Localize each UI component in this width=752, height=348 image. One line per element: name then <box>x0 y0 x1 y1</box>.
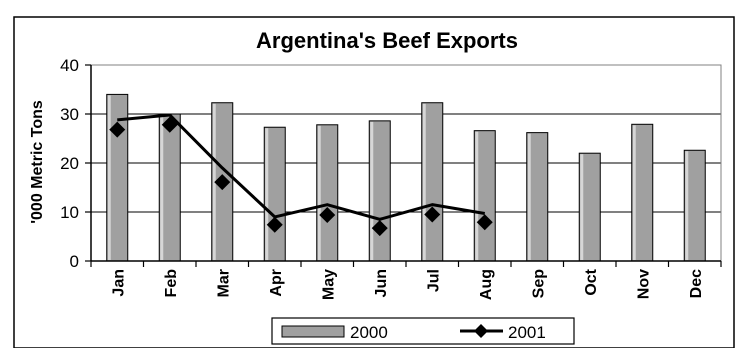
legend-label-2001: 2001 <box>508 323 546 342</box>
bar-highlight <box>475 131 479 260</box>
y-axis-label: '000 Metric Tons <box>29 100 46 224</box>
bar-highlight <box>685 151 689 260</box>
bar-highlight <box>527 133 531 260</box>
bar-highlight <box>370 121 374 260</box>
bar-highlight <box>317 125 321 260</box>
series-line-2001 <box>117 113 485 221</box>
x-tick-label-mar: Mar <box>215 269 232 297</box>
x-tick-label-jul: Jul <box>425 269 442 292</box>
y-tick-label: 30 <box>60 105 79 124</box>
marker-2001-mar <box>214 174 231 191</box>
marker-2001-apr <box>266 216 283 233</box>
x-tick-label-dec: Dec <box>688 269 705 298</box>
marker-2001-aug <box>476 214 493 231</box>
x-tick-label-feb: Feb <box>163 269 180 298</box>
bar-highlight <box>265 128 269 260</box>
y-tick-label: 10 <box>60 203 79 222</box>
x-tick-label-may: May <box>320 269 337 300</box>
bar-highlight <box>212 103 216 260</box>
x-tick-label-oct: Oct <box>583 268 600 295</box>
x-tick-label-sep: Sep <box>530 269 547 299</box>
marker-2001-jan <box>109 121 126 138</box>
bar-highlight <box>580 154 584 260</box>
bar-highlight <box>632 125 636 260</box>
bar-highlight <box>422 103 426 260</box>
x-tick-label-aug: Aug <box>478 269 495 300</box>
legend-marker-2001 <box>474 324 488 338</box>
y-tick-label: 0 <box>70 252 79 271</box>
x-tick-label-apr: Apr <box>268 269 285 297</box>
marker-2001-feb <box>161 116 178 133</box>
marker-2001-jun <box>371 220 388 237</box>
legend-swatch-2000 <box>281 325 345 338</box>
bar-highlight <box>160 115 164 260</box>
line-series-2001 <box>109 113 493 237</box>
x-tick-label-jan: Jan <box>110 269 127 297</box>
marker-2001-jul <box>424 206 441 223</box>
axes: 0 10 20 30 40 Jan Feb Mar Apr May Jun Jul Aug Sep Oct N… <box>60 56 722 300</box>
legend-label-2000: 2000 <box>350 323 388 342</box>
bar-highlight <box>107 95 111 261</box>
x-tick-label-nov: Nov <box>635 269 652 299</box>
y-tick-label: 40 <box>60 56 79 75</box>
marker-2001-may <box>319 206 336 223</box>
legend: 2000 2001 <box>271 317 575 345</box>
x-tick-label-jun: Jun <box>373 269 390 297</box>
y-tick-label: 20 <box>60 154 79 173</box>
chart-title: Argentina's Beef Exports <box>256 28 518 53</box>
